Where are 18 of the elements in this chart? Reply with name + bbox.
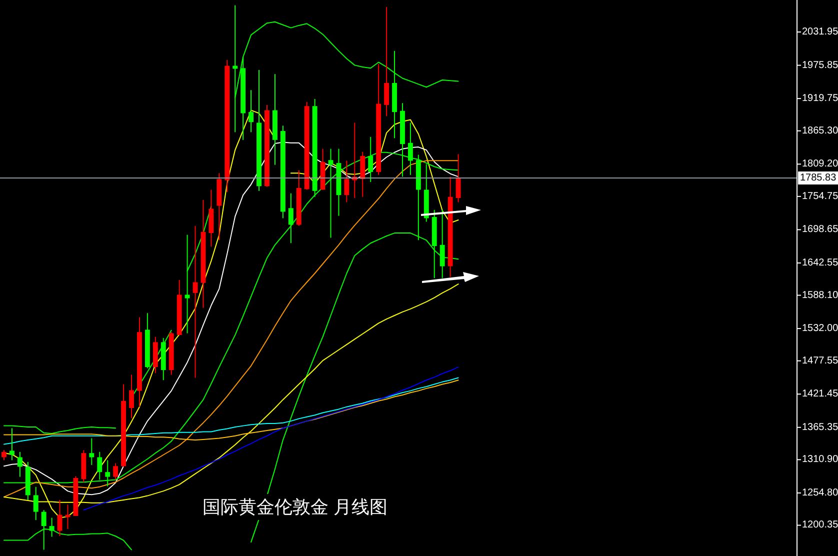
y-tick-label: 1365.35 [802, 422, 838, 433]
y-tick-label: 1698.65 [802, 224, 838, 236]
y-tick-label: 1200.35 [802, 520, 838, 531]
y-tick-label: 1477.55 [802, 355, 838, 366]
y-tick-label: 1919.75 [802, 93, 838, 104]
y-tick-label: 1865.30 [802, 125, 838, 136]
y-tick-label: 1310.90 [802, 454, 838, 466]
y-tick-label: 1254.80 [802, 487, 838, 498]
y-tick-label: 1532.00 [802, 323, 838, 334]
y-tick-label: 1421.45 [802, 388, 838, 400]
y-tick-label: 2031.95 [802, 26, 838, 38]
y-tick-label: 1809.20 [802, 158, 838, 170]
y-tick-label: 1642.55 [802, 257, 838, 268]
y-tick-label: 1588.10 [802, 290, 838, 301]
y-tick-label: 1754.75 [802, 190, 838, 202]
y-tick-label: 1975.85 [802, 60, 838, 71]
ref-line-label: 1785.83 [800, 172, 837, 184]
text: 国际黄金伦敦金 月线图 [202, 497, 388, 517]
